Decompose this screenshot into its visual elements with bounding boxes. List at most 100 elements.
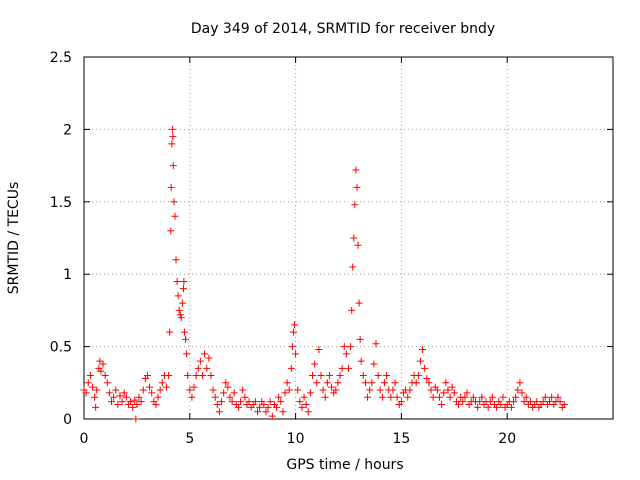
data-point	[364, 393, 372, 401]
data-point	[148, 389, 156, 397]
data-point	[499, 393, 507, 401]
data-point	[425, 379, 433, 387]
data-point	[383, 372, 391, 380]
data-point	[226, 393, 234, 401]
data-point	[374, 372, 382, 380]
data-point	[300, 393, 308, 401]
data-point	[86, 372, 94, 380]
data-point	[351, 201, 359, 209]
plot-frame	[83, 56, 614, 420]
data-point	[323, 379, 331, 387]
data-point	[260, 401, 268, 409]
data-point	[372, 340, 380, 348]
data-point	[262, 408, 270, 416]
data-point	[169, 162, 177, 170]
data-point	[192, 372, 200, 380]
data-point	[429, 393, 437, 401]
data-point	[354, 241, 362, 249]
data-point	[414, 372, 422, 380]
data-point	[215, 408, 223, 416]
data-point	[497, 401, 505, 409]
data-point	[404, 393, 412, 401]
data-point	[342, 350, 350, 358]
tick-labels: 0 5 10 15 20 0 0.5 1 1.5 2 2.5	[50, 50, 516, 447]
data-point	[174, 292, 182, 300]
data-point	[105, 389, 113, 397]
y-tick-label: 2.5	[50, 50, 72, 66]
data-point	[289, 328, 297, 336]
data-point	[446, 393, 454, 401]
data-point	[522, 393, 530, 401]
x-tick-label: 10	[287, 431, 305, 447]
data-point	[132, 415, 140, 423]
y-tick-label: 0.5	[50, 340, 72, 356]
data-point	[264, 403, 272, 411]
data-point	[393, 393, 401, 401]
data-point	[93, 386, 101, 394]
data-point	[391, 379, 399, 387]
data-point	[366, 386, 374, 394]
data-point	[279, 408, 287, 416]
data-point	[273, 403, 281, 411]
data-point	[478, 393, 486, 401]
data-point	[387, 393, 395, 401]
data-point	[218, 398, 226, 406]
data-point	[353, 183, 361, 191]
data-point	[170, 198, 178, 206]
data-point	[88, 383, 96, 391]
y-tick-label: 1.5	[50, 195, 72, 211]
data-point	[122, 393, 130, 401]
data-point	[463, 389, 471, 397]
data-point	[112, 386, 120, 394]
data-point	[167, 183, 175, 191]
data-point	[302, 401, 310, 409]
data-point	[182, 335, 190, 343]
data-point	[165, 372, 173, 380]
data-point	[556, 398, 564, 406]
data-point	[421, 364, 429, 372]
data-point	[110, 393, 118, 401]
data-point	[507, 403, 515, 411]
x-axis-title: GPS time / hours	[286, 457, 403, 473]
data-point	[357, 357, 365, 365]
data-point	[448, 383, 456, 391]
data-point	[419, 345, 427, 353]
x-tick-label: 20	[498, 431, 516, 447]
data-point	[423, 374, 431, 382]
data-point	[313, 379, 321, 387]
data-point	[139, 386, 147, 394]
data-point	[317, 372, 325, 380]
data-point	[285, 386, 293, 394]
data-point	[158, 379, 166, 387]
x-tick-label: 15	[392, 431, 410, 447]
data-point	[406, 386, 414, 394]
data-point	[397, 398, 405, 406]
data-point	[220, 389, 228, 397]
data-point	[127, 398, 135, 406]
data-point	[116, 392, 124, 400]
data-point	[442, 379, 450, 387]
data-point	[315, 345, 323, 353]
data-point	[99, 360, 107, 368]
data-point	[450, 389, 458, 397]
data-point	[361, 379, 369, 387]
data-point	[328, 383, 336, 391]
data-point	[294, 386, 302, 394]
data-point	[356, 335, 364, 343]
data-point	[541, 393, 549, 401]
x-tick-label: 5	[185, 431, 194, 447]
data-point	[103, 379, 111, 387]
data-point	[349, 263, 357, 271]
data-point	[194, 364, 202, 372]
data-point	[340, 343, 348, 351]
data-point	[143, 372, 151, 380]
data-point	[135, 393, 143, 401]
data-point	[338, 364, 346, 372]
x-tick-label: 0	[80, 431, 89, 447]
data-point	[427, 386, 435, 394]
data-point	[251, 398, 259, 406]
data-point	[334, 379, 342, 387]
data-point	[118, 398, 126, 406]
data-point	[156, 386, 164, 394]
